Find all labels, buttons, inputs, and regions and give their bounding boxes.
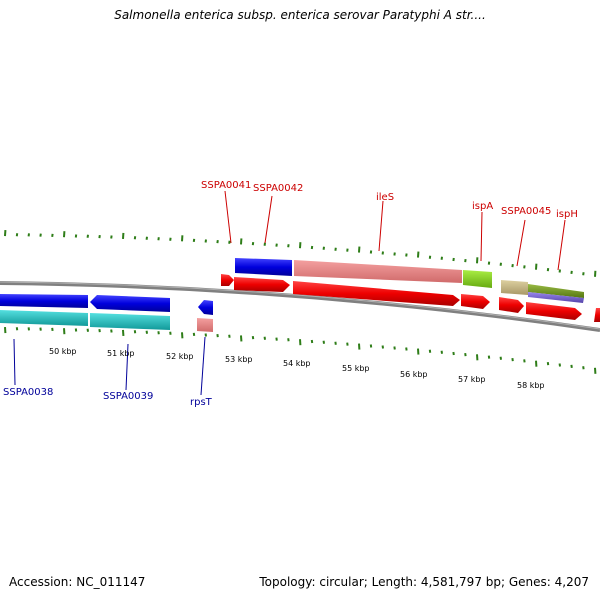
cds-forward-2[interactable] [234,277,290,292]
cds-forward-6[interactable] [526,302,582,320]
scale-label: 56 kbp [400,370,428,379]
cds-forward-4[interactable] [461,294,490,309]
gene-ssp0041-box[interactable] [235,258,292,276]
cds-forward-5[interactable] [499,297,524,313]
gene-rpsT-pink[interactable] [197,318,213,332]
scale-label: 58 kbp [517,381,545,390]
scale-label: 51 kbp [107,349,135,358]
cds-forward-3[interactable] [293,281,460,306]
cds-forward-7[interactable] [594,308,600,322]
genome-backbone [0,281,600,332]
cds-forward-1[interactable] [221,274,234,286]
map-title: Salmonella enterica subsp. enterica sero… [114,8,486,22]
inner-tick-row [4,327,597,374]
gene-label-ssp0038[interactable]: SSPA0038 [3,387,53,398]
gene-label-ssp0039[interactable]: SSPA0039 [103,391,153,402]
scale-label: 53 kbp [225,355,253,364]
gene-ileS-box[interactable] [294,260,462,283]
gene-cyan-2[interactable] [90,313,170,330]
gene-purple-box[interactable] [528,292,584,303]
gene-ssp0038-box[interactable] [0,294,88,308]
scale-label: 55 kbp [342,364,370,373]
scale-label: 52 kbp [166,352,194,361]
gene-label-ileS[interactable]: ileS [376,192,394,203]
scale-label: 50 kbp [49,347,77,356]
gene-label-ispH[interactable]: ispH [556,209,578,220]
gene-ssp0045-box[interactable] [501,280,528,295]
scale-label: 54 kbp [283,359,311,368]
scale-label: 57 kbp [458,375,486,384]
gene-cyan-1[interactable] [0,310,88,326]
gene-ispH-box[interactable] [528,284,584,298]
reverse-label-leaders [13,336,206,396]
gene-label-ssp0042[interactable]: SSPA0042 [253,183,303,194]
forward-label-leaders [224,190,566,271]
genome-backbone-highlight [0,281,600,330]
gene-rpsT-box[interactable] [198,300,213,315]
gene-label-ispA[interactable]: ispA [472,201,493,212]
gene-label-ssp0045[interactable]: SSPA0045 [501,206,551,217]
gene-ispA-box[interactable] [463,270,492,288]
gene-label-rpsT[interactable]: rpsT [190,397,213,408]
outer-tick-row [4,230,597,277]
gene-ssp0039-box[interactable] [90,295,170,312]
accession-label: Accession: NC_011147 [9,575,146,589]
gene-label-ssp0041[interactable]: SSPA0041 [201,180,251,191]
topology-summary: Topology: circular; Length: 4,581,797 bp… [259,575,589,589]
